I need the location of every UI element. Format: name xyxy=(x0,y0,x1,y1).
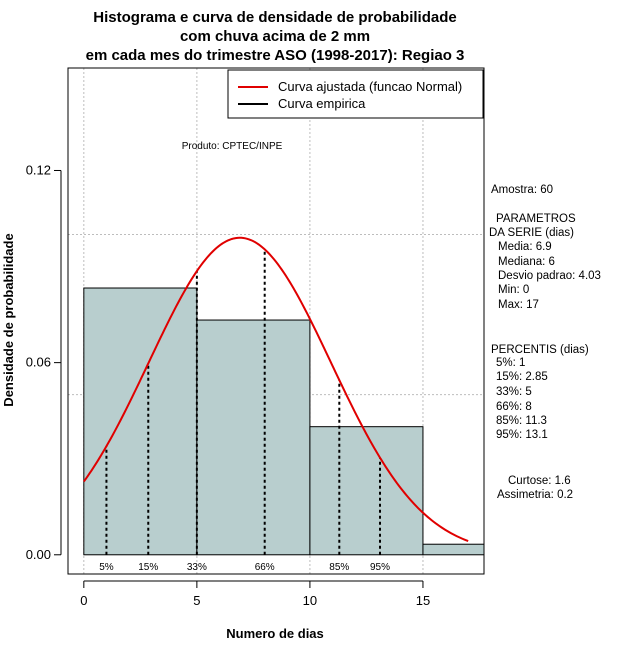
stats-panel: Amostra: 60 PARAMETROS DA SERIE (dias) M… xyxy=(489,184,601,501)
stats-assimetria: Assimetria: 0.2 xyxy=(497,489,573,501)
chart-title-line-3: em cada mes do trimestre ASO (1998-2017)… xyxy=(86,47,465,64)
stats-param: Media: 6.9 xyxy=(498,241,552,253)
percentile-labels: 5% 15% 33% 66% 85% 95% xyxy=(99,562,390,573)
percentile-label: 5% xyxy=(99,562,114,573)
histogram-bar xyxy=(196,319,311,556)
histogram-bar xyxy=(83,287,198,556)
percentile-label: 95% xyxy=(370,562,390,573)
x-tick-label: 15 xyxy=(416,593,430,608)
percentile-label: 33% xyxy=(187,562,207,573)
stats-param: Mediana: 6 xyxy=(498,256,555,268)
plot-frame xyxy=(67,67,485,575)
x-tick-label: 10 xyxy=(303,593,317,608)
stats-percentis-title: PERCENTIS (dias) xyxy=(491,344,589,356)
stats-percentil: 15%: 2.85 xyxy=(496,371,548,383)
histogram-bars xyxy=(83,287,485,556)
stats-sample: Amostra: 60 xyxy=(491,184,553,196)
y-axis-label: Densidade de probabilidade xyxy=(1,233,16,406)
legend-box xyxy=(227,69,484,119)
percentile-lines xyxy=(105,249,381,555)
stats-percentil: 85%: 11.3 xyxy=(496,415,547,427)
chart-title-line-1: Histograma e curva de densidade de proba… xyxy=(93,9,456,26)
legend-normal-label: Curva ajustada (funcao Normal) xyxy=(278,79,462,94)
y-tick-label: 0.12 xyxy=(26,162,51,177)
x-axis-label: Numero de dias xyxy=(226,626,324,641)
legend: Curva ajustada (funcao Normal) Curva emp… xyxy=(227,69,484,119)
x-tick-label: 5 xyxy=(193,593,200,608)
y-tick-label: 0.00 xyxy=(26,547,51,562)
histogram-bar xyxy=(309,426,424,556)
stats-param: Desvio padrao: 4.03 xyxy=(498,270,601,282)
stats-percentil: 5%: 1 xyxy=(496,357,525,369)
percentile-label: 15% xyxy=(138,562,158,573)
chart-title-line-2: com chuva acima de 2 mm xyxy=(180,28,370,45)
stats-percentil: 33%: 5 xyxy=(496,386,532,398)
x-tick-label: 0 xyxy=(80,593,87,608)
normal-curve-layer xyxy=(83,236,469,543)
stats-curtose: Curtose: 1.6 xyxy=(508,475,571,487)
stats-percentil: 66%: 8 xyxy=(496,401,532,413)
normal-curve-line xyxy=(83,236,469,543)
stats-params-title-2: DA SERIE (dias) xyxy=(489,227,574,239)
stats-params-title-1: PARAMETROS xyxy=(496,213,576,225)
y-tick-label: 0.06 xyxy=(26,355,51,370)
histogram-bar xyxy=(422,543,485,556)
stats-param: Min: 0 xyxy=(498,284,529,296)
stats-percentil: 95%: 13.1 xyxy=(496,429,548,441)
x-axis: 0 5 10 15 xyxy=(80,580,430,608)
percentile-label: 85% xyxy=(329,562,349,573)
legend-empirical-label: Curva empirica xyxy=(278,96,366,111)
stats-param: Max: 17 xyxy=(498,299,539,311)
credit-text: Produto: CPTEC/INPE xyxy=(182,141,283,152)
percentile-label: 66% xyxy=(255,562,275,573)
y-axis: 0.00 0.06 0.12 xyxy=(26,162,62,562)
